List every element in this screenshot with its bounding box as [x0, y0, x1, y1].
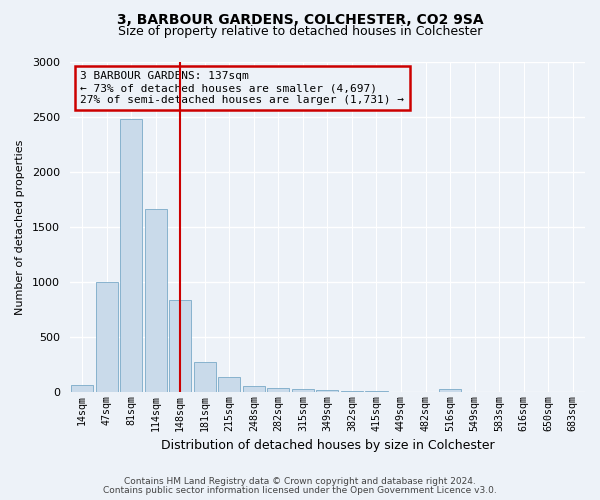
Bar: [145, 210, 167, 392]
Text: 3 BARBOUR GARDENS: 137sqm
← 73% of detached houses are smaller (4,697)
27% of se: 3 BARBOUR GARDENS: 137sqm ← 73% of detac…: [80, 72, 404, 104]
Bar: [71, 385, 93, 392]
Bar: [316, 390, 338, 392]
Text: Contains HM Land Registry data © Crown copyright and database right 2024.: Contains HM Land Registry data © Crown c…: [124, 477, 476, 486]
Y-axis label: Number of detached properties: Number of detached properties: [15, 140, 25, 314]
Text: 3, BARBOUR GARDENS, COLCHESTER, CO2 9SA: 3, BARBOUR GARDENS, COLCHESTER, CO2 9SA: [116, 12, 484, 26]
Bar: [267, 388, 289, 392]
Bar: [218, 378, 241, 392]
Bar: [341, 390, 363, 392]
Bar: [95, 282, 118, 393]
Bar: [243, 386, 265, 392]
X-axis label: Distribution of detached houses by size in Colchester: Distribution of detached houses by size …: [161, 440, 494, 452]
Text: Size of property relative to detached houses in Colchester: Size of property relative to detached ho…: [118, 25, 482, 38]
Bar: [169, 300, 191, 392]
Text: Contains public sector information licensed under the Open Government Licence v3: Contains public sector information licen…: [103, 486, 497, 495]
Bar: [292, 389, 314, 392]
Bar: [120, 119, 142, 392]
Bar: [439, 390, 461, 392]
Bar: [194, 362, 216, 392]
